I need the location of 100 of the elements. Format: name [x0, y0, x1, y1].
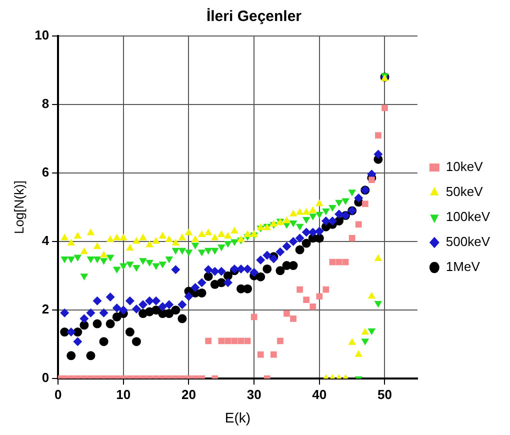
point [210, 248, 219, 255]
point [146, 240, 154, 248]
point [60, 234, 68, 240]
point [74, 232, 82, 239]
point [184, 228, 193, 236]
point [73, 337, 82, 346]
legend-label: 50keV [446, 184, 484, 200]
point [132, 265, 140, 272]
x-tick-label: 40 [312, 386, 327, 402]
point [86, 308, 96, 318]
point [374, 254, 382, 261]
point [112, 234, 121, 240]
point [276, 266, 285, 276]
point [230, 226, 238, 234]
point [257, 351, 264, 358]
point [382, 104, 388, 112]
point [184, 250, 193, 256]
point [178, 314, 187, 324]
point [106, 254, 114, 262]
point [296, 286, 303, 293]
point [178, 300, 187, 310]
point [289, 220, 298, 228]
point [204, 265, 213, 274]
point [74, 254, 82, 262]
point [86, 256, 95, 264]
y-tick-label: 0 [42, 370, 50, 386]
point [125, 328, 134, 337]
point [172, 248, 180, 255]
point [106, 235, 114, 242]
point [218, 338, 225, 344]
point [218, 230, 226, 237]
x-tick-label: 20 [182, 386, 196, 402]
point [243, 284, 252, 294]
point [277, 338, 284, 344]
point [198, 250, 206, 256]
point [93, 242, 102, 249]
x-axis-title: E(k) [224, 409, 251, 426]
point [250, 314, 258, 320]
point [112, 312, 122, 322]
point [106, 292, 115, 302]
point [256, 223, 264, 230]
point [197, 288, 206, 298]
point [178, 248, 186, 255]
point [80, 247, 88, 254]
point [328, 205, 336, 212]
point [132, 337, 141, 346]
point [80, 320, 89, 330]
y-tick-label: 2 [42, 302, 50, 317]
y-axis-title: Log[N(k)] [11, 180, 26, 234]
point [120, 234, 128, 240]
point [224, 241, 232, 248]
point [80, 274, 88, 280]
point [66, 351, 76, 360]
point [158, 302, 168, 312]
point [361, 328, 370, 335]
point [60, 256, 68, 264]
point [276, 247, 285, 256]
point [348, 190, 356, 196]
point [178, 234, 186, 240]
point [256, 256, 266, 265]
point [231, 338, 238, 344]
point [308, 206, 317, 213]
point [342, 198, 350, 205]
point [250, 230, 258, 237]
point [191, 242, 200, 250]
legend-label: 100keV [446, 209, 490, 224]
point [152, 263, 160, 270]
point [334, 210, 344, 219]
point [80, 314, 89, 324]
point [237, 235, 245, 242]
point [355, 221, 362, 228]
point [60, 308, 70, 318]
point [125, 296, 134, 306]
point [120, 263, 128, 270]
point [204, 272, 213, 282]
point [132, 237, 140, 244]
point [158, 262, 166, 268]
point [284, 310, 290, 317]
point [184, 292, 194, 301]
point [303, 296, 310, 303]
point [86, 228, 95, 236]
point [164, 300, 174, 310]
y-tick-label: 6 [42, 164, 50, 180]
point [139, 234, 147, 240]
point [152, 296, 161, 306]
point [216, 278, 226, 288]
point [289, 210, 298, 216]
point [262, 264, 272, 274]
point [262, 250, 272, 260]
point [316, 212, 324, 219]
point [282, 216, 291, 224]
point [374, 300, 382, 308]
point [374, 150, 383, 159]
point [230, 239, 238, 246]
point [270, 220, 278, 227]
point [106, 319, 115, 328]
point [322, 208, 330, 216]
point [210, 266, 220, 276]
point [67, 256, 76, 264]
point [198, 230, 206, 237]
